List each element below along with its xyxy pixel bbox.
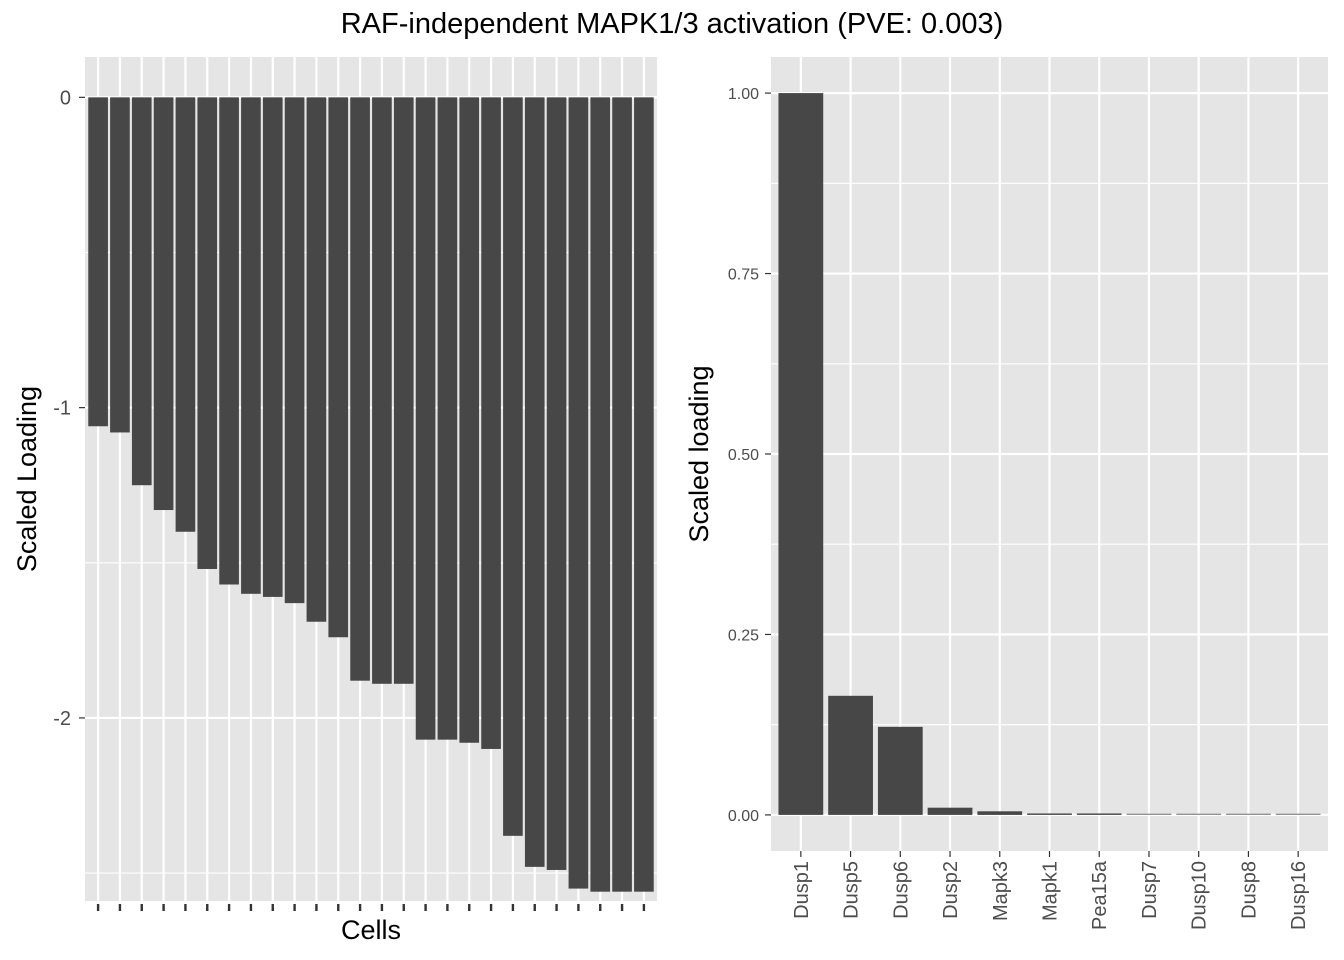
right-x-tick-label: Dusp10 bbox=[1189, 861, 1211, 930]
cell-bar bbox=[153, 97, 174, 511]
right-x-tick-label: Dusp2 bbox=[940, 861, 962, 919]
cell-bar bbox=[524, 97, 545, 867]
cell-bar bbox=[415, 97, 436, 740]
cell-bar bbox=[241, 97, 261, 594]
cell-bar bbox=[546, 97, 567, 870]
cell-bar bbox=[459, 97, 480, 743]
cell-bar bbox=[437, 97, 458, 740]
cell-bar bbox=[568, 97, 589, 889]
cell-bar bbox=[306, 97, 327, 622]
gene-bar-dusp7 bbox=[1126, 813, 1172, 815]
cell-bar bbox=[612, 97, 632, 892]
cell-bar bbox=[590, 97, 611, 892]
right-x-tick-label: Dusp6 bbox=[890, 861, 912, 919]
left-y-axis-ticks: 0 -1 -2 bbox=[53, 87, 85, 730]
left-chart: 0 -1 -2 Cells Scaled Loading bbox=[12, 57, 657, 945]
gene-bar-dusp8 bbox=[1226, 813, 1271, 815]
cell-bar bbox=[88, 97, 108, 427]
cell-bar bbox=[131, 97, 152, 486]
right-bars bbox=[778, 93, 1321, 815]
right-y-tick-label: 0.00 bbox=[728, 808, 759, 825]
right-x-tick-label: Dusp16 bbox=[1288, 861, 1310, 930]
right-x-tick-label: Dusp1 bbox=[791, 861, 813, 919]
cell-bar bbox=[175, 97, 196, 532]
cell-bar bbox=[634, 97, 654, 892]
right-y-axis-title: Scaled loading bbox=[684, 365, 714, 542]
right-x-tick-label: Dusp5 bbox=[841, 861, 863, 919]
cell-bar bbox=[110, 97, 130, 433]
right-y-tick-label: 0.75 bbox=[728, 267, 759, 284]
gene-bar-dusp10 bbox=[1176, 813, 1222, 815]
left-y-axis-title: Scaled Loading bbox=[12, 386, 42, 572]
left-x-axis-title: Cells bbox=[341, 915, 401, 945]
left-y-tick-label: -1 bbox=[53, 398, 71, 420]
right-x-tick-label: Pea15a bbox=[1089, 860, 1111, 930]
right-y-tick-label: 0.50 bbox=[728, 447, 759, 464]
gene-bar-dusp16 bbox=[1275, 813, 1321, 815]
gene-bar-dusp6 bbox=[877, 726, 923, 815]
cell-bar bbox=[481, 97, 501, 749]
gene-bar-dusp5 bbox=[828, 695, 873, 815]
chart-title: RAF-independent MAPK1/3 activation (PVE:… bbox=[341, 8, 1004, 40]
gene-bar-dusp1 bbox=[778, 93, 824, 815]
gene-bar-mapk3 bbox=[977, 811, 1023, 815]
cell-bar bbox=[372, 97, 392, 684]
left-y-tick-label: -2 bbox=[53, 708, 71, 730]
right-x-tick-label: Mapk1 bbox=[1040, 861, 1062, 921]
cell-bar bbox=[503, 97, 523, 836]
cell-bar bbox=[219, 97, 239, 585]
cell-bar bbox=[350, 97, 370, 681]
gene-bar-dusp2 bbox=[927, 807, 973, 815]
right-y-tick-label: 1.00 bbox=[728, 86, 759, 103]
cell-bar bbox=[197, 97, 218, 569]
right-x-tick-label: Dusp8 bbox=[1238, 861, 1260, 919]
right-y-axis-ticks: 0.00 0.25 0.50 0.75 1.00 bbox=[728, 86, 771, 825]
left-bars bbox=[88, 97, 654, 892]
right-chart: 0.000.250.500.751.00 Dusp1 Dusp5 Dusp6 Dusp… bbox=[684, 57, 1328, 930]
gene-bar-pea15a bbox=[1076, 813, 1122, 815]
left-x-axis-ticks bbox=[96, 904, 646, 911]
cell-bar bbox=[328, 97, 349, 638]
gene-bar-mapk1 bbox=[1027, 813, 1072, 815]
left-y-tick-label: 0 bbox=[60, 87, 71, 109]
right-x-tick-label: Mapk3 bbox=[990, 861, 1012, 921]
cell-bar bbox=[284, 97, 305, 604]
cell-bar bbox=[393, 97, 414, 684]
cell-bar bbox=[262, 97, 283, 597]
right-x-tick-label: Dusp7 bbox=[1139, 861, 1161, 919]
right-y-tick-label: 0.25 bbox=[728, 627, 759, 644]
right-x-axis-ticks: Dusp1 Dusp5 Dusp6 Dusp2 Mapk3 Mapk1 Pea15a Dusp… bbox=[791, 851, 1310, 930]
